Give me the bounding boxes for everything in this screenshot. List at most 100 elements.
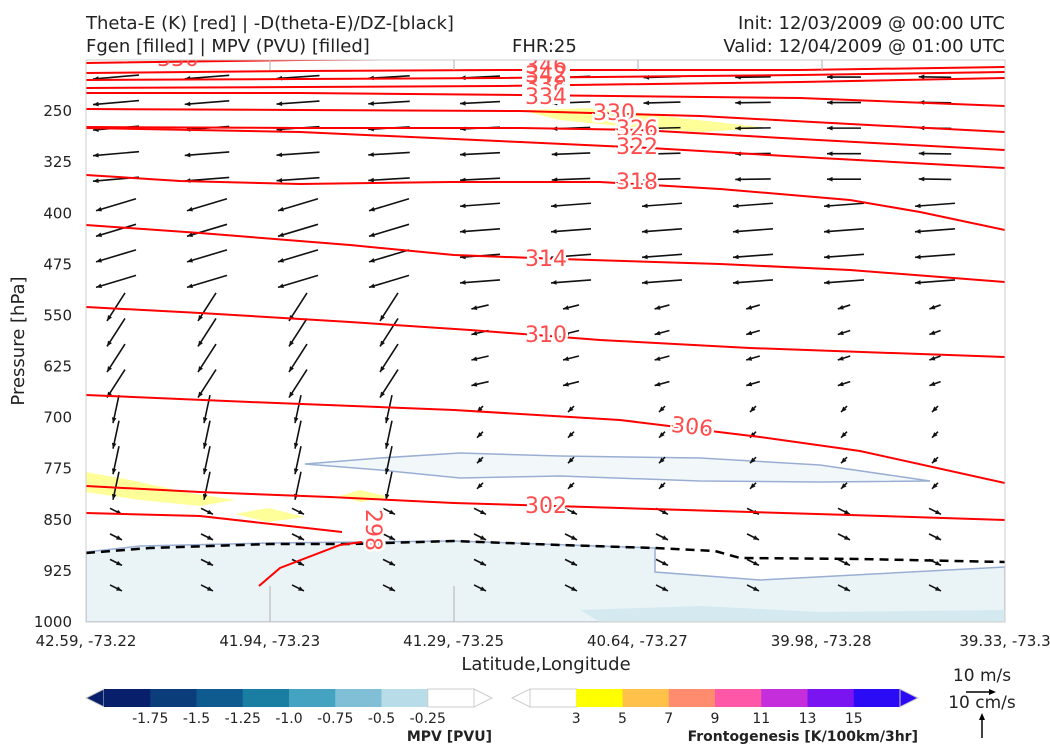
colorbar-box	[289, 689, 336, 707]
wind-vector-head	[471, 356, 478, 362]
colorbar-tick-label: -0.25	[410, 711, 446, 727]
wind-vector	[197, 318, 217, 347]
colorbar-tick-label: 9	[711, 711, 720, 727]
wind-vector-head	[276, 177, 283, 183]
wind-vector	[1011, 102, 1042, 103]
x-tick-marks	[269, 60, 823, 622]
contour-label-mask	[522, 60, 570, 104]
wind-vector-head	[384, 468, 390, 475]
wind-vector-head	[187, 232, 193, 237]
colorbar-tick-label: 13	[799, 711, 817, 727]
wind-vector-head	[551, 151, 558, 157]
wind-vector	[276, 176, 320, 182]
wind-vector	[459, 279, 501, 284]
wind-vector-head	[289, 366, 294, 373]
wind-vector	[368, 151, 410, 156]
wind-vector-head	[207, 560, 213, 566]
wind-vector-head	[935, 509, 941, 515]
y-tick-label: 700	[43, 409, 72, 427]
wind-vector-head	[563, 305, 569, 310]
wind-vector-head	[1021, 305, 1027, 309]
wind-vector	[914, 228, 956, 233]
wind-vector-head	[460, 280, 466, 285]
wind-vector-head	[202, 493, 208, 500]
theta-e-322-contour	[86, 127, 1005, 169]
wind-vector	[1006, 229, 1046, 232]
y-tick-label: 475	[43, 255, 72, 273]
wind-vector-head	[380, 366, 385, 373]
wind-vector-head	[733, 280, 739, 285]
wind-vector-head	[198, 340, 203, 347]
wind-vector-head	[746, 330, 753, 336]
theta-e-contour-labels: 350 346 342 338 334 330 326 322 318 314 …	[157, 60, 717, 554]
wind-vector-head	[207, 535, 213, 540]
wind-vector-head	[298, 560, 304, 566]
wind-vector-head	[1006, 255, 1012, 260]
contour-label-298: 298	[360, 509, 385, 551]
wind-vector-head	[568, 432, 574, 438]
wind-vector-head	[389, 509, 395, 515]
wind-vector-head	[1021, 330, 1027, 334]
wind-vector-head	[278, 206, 284, 212]
title-line-1: Theta-E (K) [red] | -D(theta-E)/DZ-[blac…	[86, 13, 454, 34]
wind-vector-head	[116, 586, 122, 591]
wind-vectors	[92, 74, 1046, 592]
wind-vector-head	[733, 203, 739, 209]
contour-label-306: 306	[670, 413, 714, 442]
wind-vector-head	[662, 586, 668, 591]
wind-vector-head	[659, 483, 665, 489]
wind-vector	[735, 178, 771, 181]
wind-vector-head	[93, 101, 99, 107]
ref-vertical-label: 10 cm/s	[948, 693, 1016, 713]
wind-vector	[550, 279, 592, 284]
wind-vector-head	[932, 457, 938, 464]
wind-vector-head	[368, 177, 374, 183]
wind-vector	[551, 177, 591, 181]
colorbar-box	[196, 689, 244, 707]
wind-vector-head	[111, 442, 117, 449]
wind-vector	[106, 292, 126, 322]
colorbar-box	[427, 688, 475, 708]
colorbar-box	[529, 688, 578, 708]
x-tick-label: 41.29, -73.25	[403, 632, 504, 650]
wind-vector-head	[915, 280, 921, 285]
mpv-region-lower	[86, 540, 1005, 622]
wind-vector	[643, 101, 681, 104]
wind-vector-head	[753, 586, 759, 591]
wind-vector-head	[746, 356, 753, 361]
wind-vector	[459, 177, 501, 182]
colorbar-box	[622, 689, 670, 707]
wind-vector	[550, 253, 592, 259]
wind-vector-head	[369, 283, 375, 289]
wind-vector-head	[1026, 561, 1032, 566]
wind-vector-head	[935, 560, 941, 566]
wind-vector-head	[642, 280, 648, 285]
wind-vector	[276, 151, 320, 156]
fgen-colorbar-extend-right	[899, 688, 920, 708]
wind-vector	[379, 343, 399, 373]
wind-vector-head	[571, 509, 577, 515]
wind-vector-head	[289, 391, 294, 398]
wind-vector-head	[659, 406, 665, 413]
wind-vector-head	[551, 177, 558, 183]
colorbar-box	[853, 689, 901, 707]
wind-vector	[92, 74, 140, 80]
wind-vector-head	[844, 586, 850, 591]
wind-vector	[914, 202, 956, 208]
contour-label-334: 334	[525, 85, 567, 110]
colorbar-tick-label: 7	[664, 711, 673, 727]
wind-vector-head	[915, 229, 921, 234]
colorbar-tick-label: 5	[618, 711, 627, 727]
wind-vector	[459, 151, 501, 156]
wind-vector-head	[827, 74, 833, 80]
wind-vector	[1020, 585, 1032, 591]
wind-vector-head	[96, 206, 102, 212]
wind-vector-head	[935, 586, 941, 591]
fgen-region-4	[520, 108, 770, 132]
wind-vector	[459, 100, 501, 105]
wind-vector-head	[654, 381, 661, 387]
wind-vector	[1011, 179, 1042, 180]
colorbar-box	[807, 689, 855, 707]
wind-vector-head	[750, 483, 756, 489]
wind-vector-head	[207, 586, 213, 591]
